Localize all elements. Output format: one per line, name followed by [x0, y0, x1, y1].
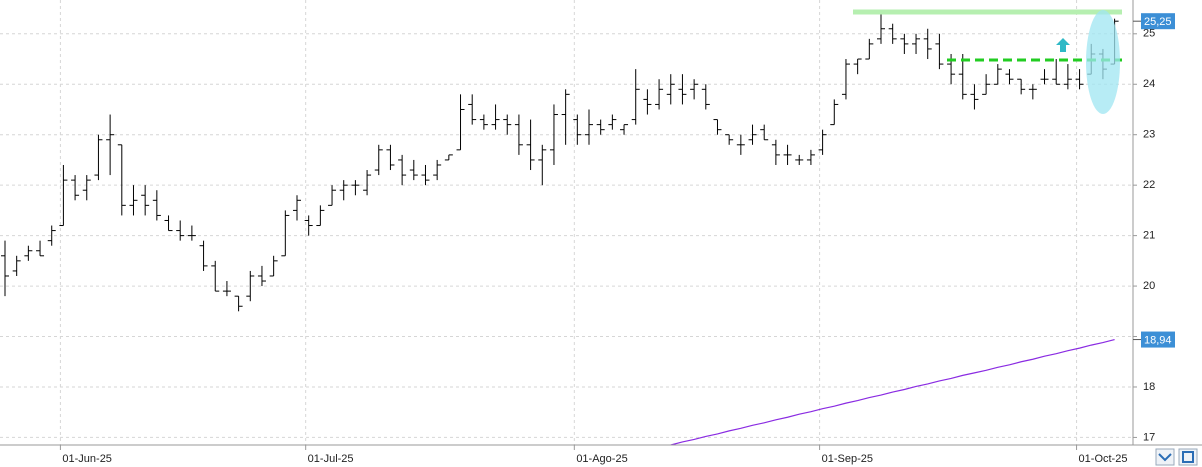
drawings: [853, 9, 1122, 114]
price-tag: [1141, 331, 1175, 348]
average-line: [667, 338, 1115, 445]
y-tick-label: 17: [1143, 431, 1155, 443]
y-tick-label: 23: [1143, 129, 1155, 141]
overlay: [667, 338, 1115, 445]
y-tick-label: 25: [1143, 28, 1155, 40]
y-tick-label: 22: [1143, 179, 1155, 191]
x-tick-label: 01-Jun-25: [62, 453, 112, 465]
y-tick-label: 20: [1143, 280, 1155, 292]
x-tick-label: 01-Oct-25: [1079, 453, 1128, 465]
zoom-button[interactable]: [1155, 448, 1175, 466]
y-tick-label: 24: [1143, 78, 1155, 90]
x-tick-label: 01-Sep-25: [822, 453, 873, 465]
y-tick-label: 18: [1143, 381, 1155, 393]
price-tag-label: 25,25: [1144, 16, 1172, 28]
axes: 17181920212223242501-Jun-2501-Jul-2501-A…: [59, 13, 1175, 465]
x-tick-label: 01-Jul-25: [308, 453, 354, 465]
save-icon: [1182, 451, 1194, 463]
zoom-icon: [1158, 453, 1172, 462]
grid: [0, 0, 1133, 445]
toolbar: [1155, 448, 1198, 466]
y-tick-label: 21: [1143, 230, 1155, 242]
up-arrow: [1056, 38, 1070, 52]
price-tag: [1141, 13, 1175, 30]
price-tag-label: 18,94: [1144, 334, 1172, 346]
highlight-ellipse: [1086, 10, 1120, 114]
x-tick-label: 01-Ago-25: [576, 453, 627, 465]
plot-area: [1, 13, 1119, 312]
